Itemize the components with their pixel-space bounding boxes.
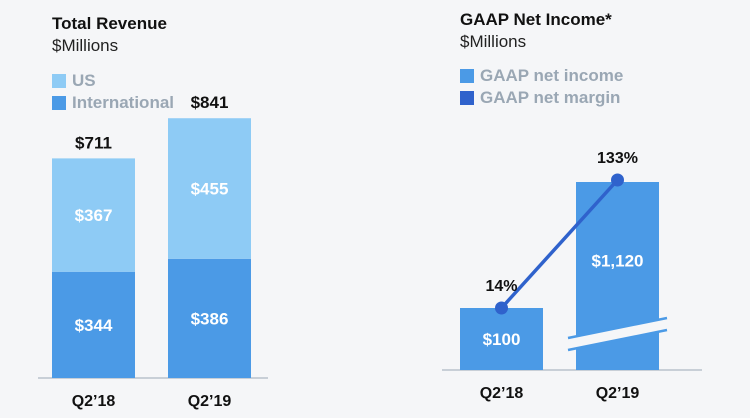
x-tick-label-1: Q2’19 [188, 393, 232, 410]
bar-us-0 [52, 158, 135, 272]
net-margin-point-0 [495, 301, 508, 315]
legend-label-us: US [72, 71, 96, 90]
net-income-plot: $100 Q2’18 $1,120 Q2’19 14% 133% [442, 150, 702, 402]
chart-subtitle: $Millions [52, 36, 119, 55]
bar-label-international-1: $386 [191, 309, 229, 328]
chart-title: GAAP Net Income* [460, 10, 612, 29]
legend-item-gaap-net-income: GAAP net income [460, 66, 623, 86]
total-revenue-chart: Total Revenue $Millions US International… [0, 0, 340, 418]
legend-item-us: US [52, 71, 96, 91]
legend-label-net-margin: GAAP net margin [480, 88, 621, 107]
axis-break-line-lower [567, 328, 668, 352]
legend-swatch-us [52, 74, 66, 88]
axis-break-line-upper [567, 316, 668, 340]
x-tick-label-0: Q2’18 [72, 393, 116, 410]
bar-label-international-0: $344 [75, 316, 113, 335]
legend-label-international: International [72, 93, 175, 112]
bar-international-1 [168, 258, 251, 378]
net-margin-label-1: 133% [597, 150, 638, 167]
chart-title: Total Revenue [52, 14, 167, 33]
total-label-1: $841 [191, 93, 229, 112]
legend-item-gaap-net-margin: GAAP net margin [460, 88, 620, 108]
bar-us-1 [168, 118, 251, 259]
net-margin-point-1 [611, 173, 624, 187]
bar-label-us-1: $455 [191, 179, 229, 198]
net-margin-line [500, 178, 619, 310]
x-tick-label-1: Q2’19 [596, 385, 640, 402]
bar-label-us-0: $367 [75, 206, 113, 225]
bar-label-net-income-1: $1,120 [592, 252, 644, 271]
legend-item-international: International [52, 93, 174, 113]
x-tick-label-0: Q2’18 [480, 385, 524, 402]
legend-label-net-income: GAAP net income [480, 66, 624, 85]
bar-label-net-income-0: $100 [483, 330, 521, 349]
total-label-0: $711 [75, 133, 112, 152]
gaap-net-income-chart: GAAP Net Income* $Millions GAAP net inco… [440, 0, 750, 418]
legend-swatch-international [52, 96, 66, 110]
legend-swatch-net-margin [460, 91, 474, 105]
bar-net-income-0 [460, 308, 543, 370]
net-margin-label-0: 14% [485, 278, 517, 295]
axis-break-gap [568, 318, 667, 350]
revenue-plot: $344 $367 $711 Q2’18 $386 $455 $841 Q2’19 [38, 93, 268, 410]
legend-swatch-net-income [460, 69, 474, 83]
bar-international-0 [52, 271, 135, 378]
chart-subtitle: $Millions [460, 32, 527, 51]
